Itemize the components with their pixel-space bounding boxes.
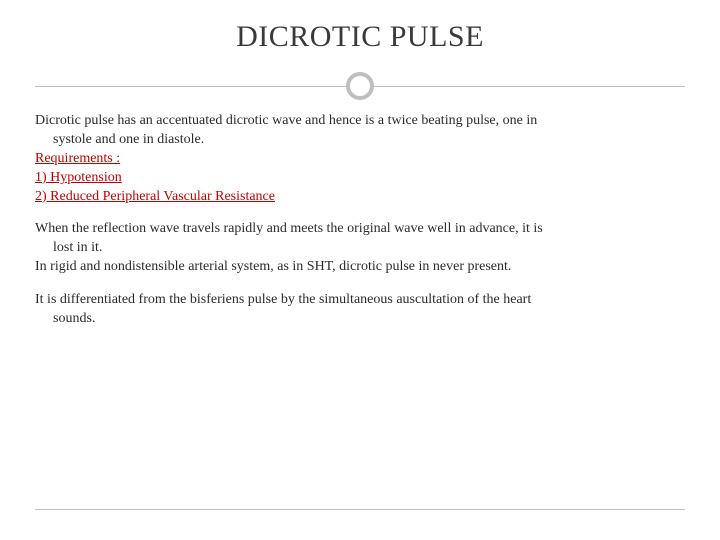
paragraph-definition: Dicrotic pulse has an accentuated dicrot… <box>35 112 685 206</box>
text: lost in it. <box>53 240 102 255</box>
divider-circle-icon <box>346 72 374 100</box>
title-divider <box>35 72 685 100</box>
text: sounds. <box>53 311 95 326</box>
footer-divider <box>35 509 685 510</box>
paragraph-reflection: When the reflection wave travels rapidly… <box>35 220 685 277</box>
text: It is differentiated from the bisferiens… <box>35 292 531 307</box>
requirements-label: Requirements : <box>35 150 685 169</box>
slide: DICROTIC PULSE Dicrotic pulse has an acc… <box>0 0 720 540</box>
text: Dicrotic pulse has an accentuated dicrot… <box>35 113 537 128</box>
text-line: Dicrotic pulse has an accentuated dicrot… <box>35 112 685 150</box>
text: systole and one in diastole. <box>53 132 204 147</box>
text-line: In rigid and nondistensible arterial sys… <box>35 258 685 277</box>
text-line: When the reflection wave travels rapidly… <box>35 220 685 258</box>
paragraph-differentiation: It is differentiated from the bisferiens… <box>35 291 685 329</box>
text: When the reflection wave travels rapidly… <box>35 221 543 236</box>
text-line: It is differentiated from the bisferiens… <box>35 291 685 329</box>
requirement-item: 1) Hypotension <box>35 169 685 188</box>
requirement-item: 2) Reduced Peripheral Vascular Resistanc… <box>35 188 685 207</box>
slide-content: Dicrotic pulse has an accentuated dicrot… <box>35 112 685 329</box>
slide-title: DICROTIC PULSE <box>35 20 685 54</box>
